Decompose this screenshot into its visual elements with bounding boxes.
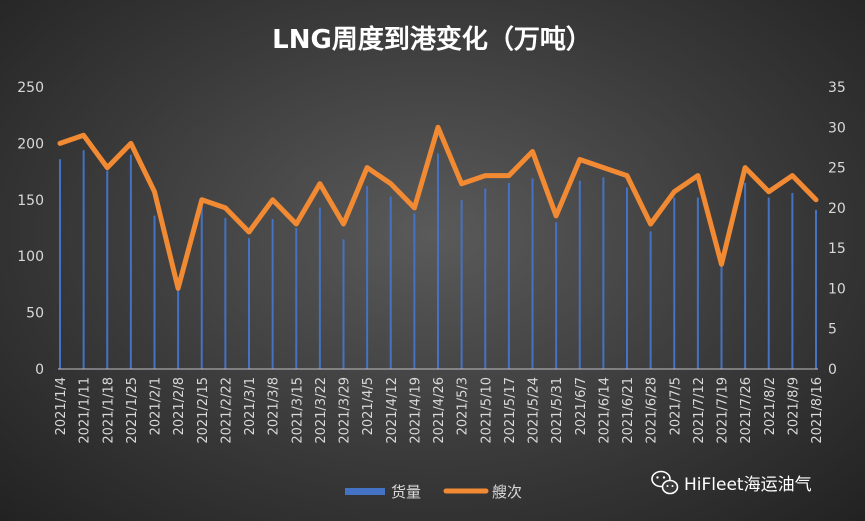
x-tick-label: 2021/6/14 [597, 377, 612, 444]
bar [626, 187, 628, 369]
bar [507, 182, 510, 369]
x-tick-label: 2021/3/15 [290, 377, 305, 444]
left-y-tick-label: 100 [17, 249, 44, 265]
legend-label-volume: 货量 [391, 483, 421, 501]
bar [271, 218, 274, 369]
watermark: HiFleet海运油气 [651, 470, 812, 495]
left-y-tick-label: 50 [26, 306, 44, 322]
legend-swatch-volume [345, 488, 385, 495]
x-tick-label: 2021/5/17 [503, 377, 518, 444]
x-tick-label: 2021/7/26 [739, 377, 754, 444]
bar [555, 222, 558, 369]
bar [389, 196, 392, 369]
x-tick-label: 2021/6/7 [574, 377, 589, 435]
watermark-text: HiFleet海运油气 [684, 475, 812, 495]
bar [82, 150, 85, 369]
bar [602, 177, 605, 369]
left-y-tick-label: 0 [35, 362, 44, 378]
left-y-tick-label: 200 [17, 136, 44, 152]
x-tick-label: 2021/5/10 [479, 377, 494, 444]
x-tick-label: 2021/1/11 [78, 377, 93, 444]
x-tick-label: 2021/2/15 [196, 377, 211, 444]
right-y-tick-label: 30 [828, 120, 846, 136]
x-tick-label: 2021/3/8 [267, 377, 282, 435]
bar [129, 154, 132, 369]
bar [366, 186, 369, 369]
right-y-tick-label: 10 [828, 281, 846, 297]
bar [153, 215, 156, 369]
x-tick-label: 2021/2/1 [149, 377, 164, 435]
bar [318, 207, 321, 369]
bar [295, 228, 298, 369]
x-tick-label: 2021/5/31 [550, 377, 565, 444]
bar [224, 217, 227, 369]
bar [59, 159, 61, 369]
right-y-tick-label: 15 [828, 241, 846, 257]
legend-label-ship-calls: 艘次 [492, 483, 522, 501]
bar [413, 213, 416, 369]
bar [791, 193, 794, 369]
bar [744, 182, 747, 369]
x-tick-label: 2021/2/22 [219, 377, 234, 444]
wechat-icon [651, 470, 679, 495]
x-tick-label: 2021/3/22 [314, 377, 329, 444]
bar [531, 178, 534, 369]
x-tick-label: 2021/1/25 [125, 377, 140, 444]
x-tick-label: 2021/8/9 [786, 377, 801, 435]
x-tick-label: 2021/8/2 [763, 377, 778, 435]
bar [342, 239, 345, 369]
bar [177, 287, 180, 369]
bar [248, 238, 250, 369]
left-y-axis: 0 50 100 150 200 250 [17, 80, 44, 378]
x-tick-label: 2021/3/29 [338, 377, 353, 444]
bar [106, 170, 109, 369]
bar-series-volume [59, 150, 817, 369]
right-y-tick-label: 5 [828, 322, 837, 338]
x-tick-label: 2021/4/5 [361, 377, 376, 435]
bar [815, 209, 817, 369]
x-tick-label: 2021/2/8 [172, 377, 187, 435]
right-y-tick-label: 25 [828, 161, 846, 177]
bar [720, 265, 723, 369]
x-tick-label: 2021/5/24 [527, 377, 542, 444]
x-tick-label: 2021/4/19 [408, 377, 423, 444]
bar [767, 197, 770, 369]
x-tick-label: 2021/4/12 [385, 377, 400, 444]
right-y-tick-label: 35 [828, 80, 846, 96]
x-tick-label: 2021/3/1 [243, 377, 258, 435]
bar [200, 199, 203, 369]
x-tick-label: 2021/6/21 [621, 377, 636, 444]
bar [578, 180, 581, 369]
right-y-tick-label: 0 [828, 362, 837, 378]
x-axis-tick-labels: 2021/1/4 2021/1/11 2021/1/18 2021/1/25 2021/… [54, 377, 825, 444]
x-tick-label: 2021/5/3 [456, 377, 471, 435]
left-y-tick-label: 150 [17, 193, 44, 209]
legend: 货量 艘次 [345, 483, 522, 501]
bar [649, 231, 652, 369]
x-tick-label: 2021/8/16 [810, 377, 825, 444]
bar [696, 197, 699, 369]
bar [673, 197, 676, 369]
line-series-ship-calls [57, 124, 819, 291]
x-tick-label: 2021/4/26 [432, 377, 447, 444]
x-tick-label: 2021/1/4 [54, 377, 69, 435]
bar [460, 199, 463, 369]
left-y-tick-label: 250 [17, 80, 44, 96]
x-tick-label: 2021/7/19 [716, 377, 731, 444]
chart-title: LNG周度到港变化（万吨） [272, 24, 592, 55]
right-y-tick-label: 20 [828, 201, 846, 217]
right-y-axis: 0 5 10 15 20 25 30 35 [828, 80, 846, 378]
x-tick-label: 2021/7/5 [668, 377, 683, 435]
x-tick-label: 2021/7/12 [692, 377, 707, 444]
bar [484, 188, 487, 369]
x-tick-label: 2021/1/18 [101, 377, 116, 444]
series-line [57, 124, 819, 291]
x-tick-label: 2021/6/28 [645, 377, 660, 444]
bar [437, 153, 439, 369]
